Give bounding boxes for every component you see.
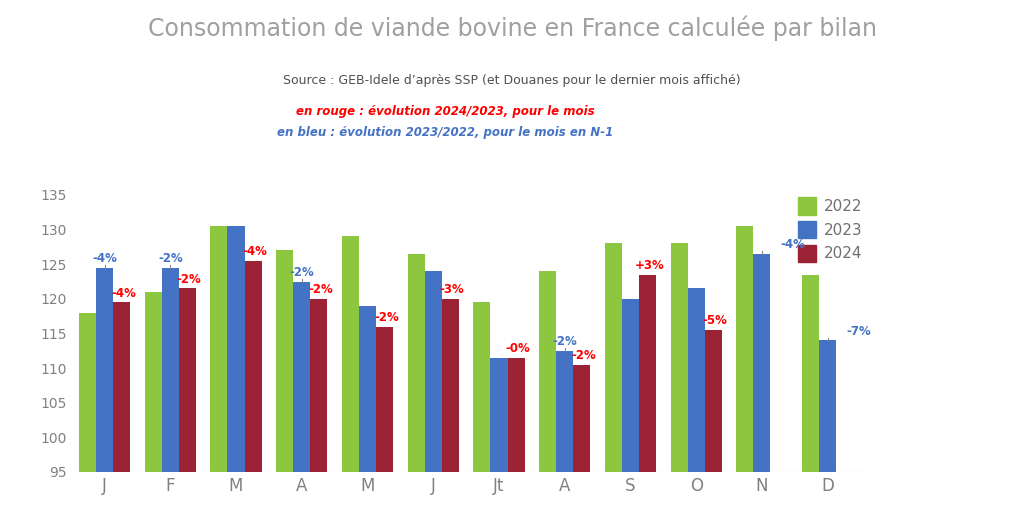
Bar — [819, 341, 837, 513]
Bar — [276, 250, 293, 513]
Text: -2%: -2% — [308, 283, 333, 296]
Text: -2%: -2% — [290, 266, 314, 279]
Text: +3%: +3% — [635, 259, 665, 272]
Bar — [210, 226, 227, 513]
Bar — [639, 274, 656, 513]
Bar — [441, 299, 459, 513]
Bar — [96, 268, 113, 513]
Text: -3%: -3% — [439, 283, 465, 296]
Bar — [293, 282, 310, 513]
Text: -2%: -2% — [571, 349, 596, 362]
Bar — [113, 302, 130, 513]
Bar — [79, 312, 96, 513]
Text: Source : GEB-Idele d’après SSP (et Douanes pour le dernier mois affiché): Source : GEB-Idele d’après SSP (et Douan… — [284, 74, 740, 87]
Bar — [245, 261, 262, 513]
Bar — [473, 302, 490, 513]
Text: en rouge : évolution 2024/2023, pour le mois: en rouge : évolution 2024/2023, pour le … — [296, 105, 595, 118]
Text: -4%: -4% — [111, 287, 136, 300]
Bar — [605, 244, 622, 513]
Bar — [705, 330, 722, 513]
Bar — [754, 254, 770, 513]
Text: -2%: -2% — [177, 273, 202, 286]
Bar — [144, 292, 162, 513]
Text: -0%: -0% — [506, 342, 530, 355]
Bar — [508, 358, 524, 513]
Text: -5%: -5% — [702, 314, 727, 327]
Text: -4%: -4% — [243, 245, 267, 258]
Bar — [688, 288, 705, 513]
Bar — [227, 226, 245, 513]
Bar — [556, 351, 573, 513]
Text: -4%: -4% — [92, 252, 117, 265]
Bar — [310, 299, 328, 513]
Bar — [539, 271, 556, 513]
Text: -2%: -2% — [552, 335, 578, 348]
Bar — [162, 268, 179, 513]
Bar — [622, 299, 639, 513]
Bar — [802, 274, 819, 513]
Bar — [179, 288, 196, 513]
Bar — [573, 365, 591, 513]
Text: -7%: -7% — [847, 325, 871, 338]
Text: -2%: -2% — [158, 252, 182, 265]
Text: Consommation de viande bovine en France calculée par bilan: Consommation de viande bovine en France … — [147, 15, 877, 41]
Bar — [490, 358, 508, 513]
Bar — [342, 236, 359, 513]
Legend: 2022, 2023, 2024: 2022, 2023, 2024 — [798, 197, 863, 262]
Bar — [671, 244, 688, 513]
Text: -4%: -4% — [780, 238, 806, 251]
Bar — [408, 254, 425, 513]
Bar — [376, 327, 393, 513]
Bar — [736, 226, 754, 513]
Text: en bleu : évolution 2023/2022, pour le mois en N-1: en bleu : évolution 2023/2022, pour le m… — [278, 126, 613, 139]
Bar — [359, 306, 376, 513]
Bar — [425, 271, 441, 513]
Text: -2%: -2% — [374, 311, 398, 324]
